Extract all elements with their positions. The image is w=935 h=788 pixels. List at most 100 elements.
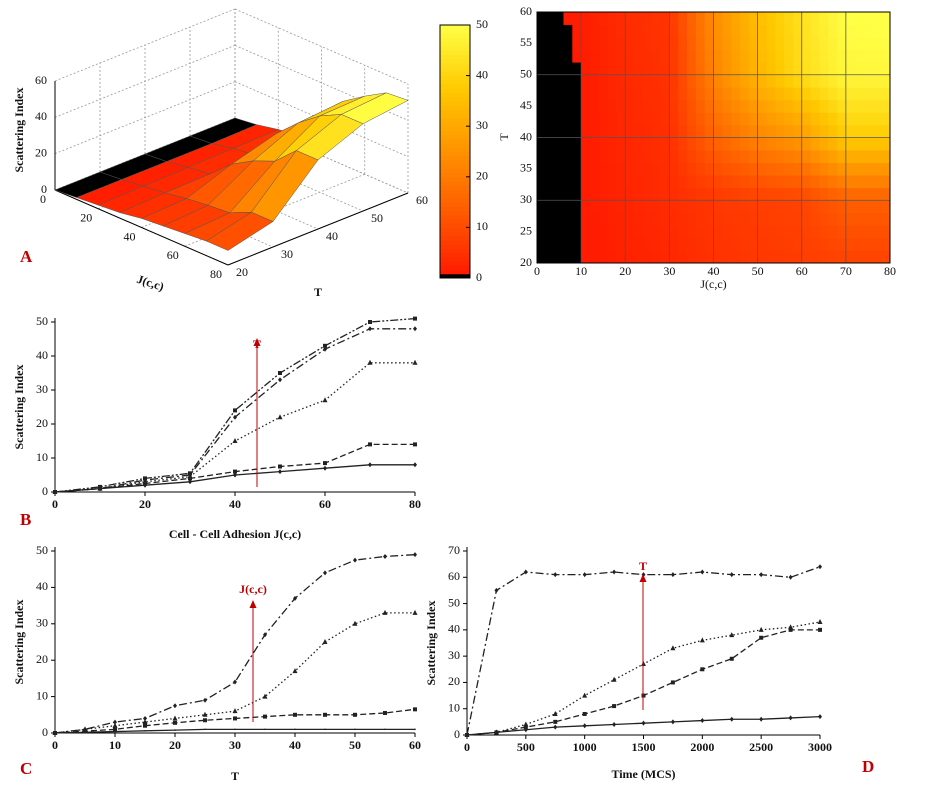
- y-tick-label: 50: [448, 595, 460, 609]
- heat-cell: [678, 49, 688, 63]
- heat-cell: [607, 112, 617, 126]
- heat-cell: [845, 225, 856, 239]
- heat-cell: [607, 12, 617, 25]
- heat-cell: [775, 112, 785, 126]
- colorbar-tick-label: 10: [476, 219, 488, 233]
- heat-cell: [819, 124, 829, 138]
- heat-cell: [784, 250, 794, 264]
- colorbar-swatch: [440, 88, 470, 93]
- heat-cell: [651, 250, 661, 264]
- heat-cell: [819, 112, 829, 126]
- heat-cell: [563, 237, 573, 251]
- heat-cell: [863, 212, 873, 226]
- heat-cell: [687, 162, 697, 176]
- panel-label: C: [20, 759, 32, 778]
- heat-cell: [634, 112, 644, 126]
- heat-cell: [678, 112, 688, 126]
- colorbar-swatch: [440, 256, 470, 262]
- heat-cell: [784, 124, 794, 138]
- heat-cell: [589, 187, 600, 201]
- heat-cell: [845, 62, 856, 76]
- y-tick-label: 60: [448, 569, 460, 583]
- heat-cell: [669, 225, 679, 239]
- heat-cell: [810, 250, 820, 264]
- heat-cell: [545, 49, 556, 63]
- marker: [233, 414, 237, 420]
- heat-cell: [739, 24, 750, 38]
- marker: [232, 438, 238, 443]
- colorbar-tick-label: 50: [476, 17, 488, 31]
- heat-cell: [784, 37, 794, 51]
- colorbar-swatch: [440, 240, 470, 245]
- heat-cell: [537, 137, 547, 151]
- marker: [788, 715, 793, 721]
- heat-cell: [819, 237, 829, 251]
- colorbar-swatch: [440, 29, 470, 34]
- heat-cell: [713, 87, 723, 101]
- heat-cell: [775, 62, 785, 76]
- heat-cell: [625, 74, 635, 88]
- heat-cell: [739, 37, 750, 51]
- heat-cell: [634, 37, 644, 51]
- heat-cell: [563, 187, 573, 201]
- heat-cell: [766, 124, 776, 138]
- heat-cell: [722, 87, 732, 101]
- y-tick-label: 40: [36, 348, 48, 362]
- heat-cell: [748, 62, 759, 76]
- marker: [413, 462, 417, 468]
- heat-cell: [731, 12, 741, 25]
- heat-cell: [881, 212, 891, 226]
- heat-cell: [766, 87, 776, 101]
- x-tick-label: 2500: [749, 740, 773, 754]
- heat-cell: [881, 99, 891, 113]
- marker: [523, 725, 528, 730]
- heat-cell: [819, 74, 829, 88]
- heat-cell: [837, 150, 847, 163]
- heat-cell: [695, 49, 706, 63]
- heat-cell: [828, 74, 838, 88]
- heat-cell: [607, 225, 617, 239]
- heat-cell: [775, 187, 785, 201]
- heat-cell: [828, 250, 838, 264]
- heat-cell: [669, 99, 679, 113]
- heat-cell: [819, 62, 829, 76]
- heat-cell: [616, 112, 626, 126]
- heat-cell: [589, 162, 600, 176]
- heat-cell: [678, 74, 688, 88]
- heat-cell: [545, 62, 556, 76]
- heat-cell: [572, 124, 582, 138]
- colorbar-swatch: [440, 193, 470, 199]
- heat-cell: [581, 175, 591, 189]
- grid-line: [234, 117, 409, 194]
- heat-cell: [572, 250, 582, 264]
- heat-cell: [704, 150, 714, 163]
- heat-cell: [651, 112, 661, 126]
- heat-cell: [616, 212, 626, 226]
- marker: [143, 476, 147, 481]
- heat-cell: [784, 225, 794, 239]
- heat-cell: [598, 212, 608, 226]
- heat-cell: [828, 87, 838, 101]
- marker: [322, 397, 328, 403]
- heat-cell: [537, 99, 547, 113]
- colorbar-swatch: [440, 100, 470, 106]
- heat-cell: [775, 24, 785, 38]
- heat-cell: [687, 187, 697, 201]
- heat-cell: [554, 212, 564, 226]
- heat-cell: [828, 99, 838, 113]
- heat-cell: [563, 175, 573, 189]
- x-tick-label: 60: [167, 248, 179, 262]
- heat-cell: [554, 99, 564, 113]
- heat-cell: [589, 99, 600, 113]
- heat-cell: [792, 162, 803, 176]
- heat-cell: [757, 62, 767, 76]
- heat-cell: [828, 225, 838, 239]
- heat-cell: [722, 37, 732, 51]
- heat-cell: [669, 212, 679, 226]
- heat-cell: [607, 200, 617, 214]
- heat-cell: [669, 12, 679, 25]
- heat-cell: [642, 87, 653, 101]
- heat-cell: [695, 37, 706, 51]
- x-tick-label: 30: [663, 264, 675, 278]
- heat-cell: [695, 62, 706, 76]
